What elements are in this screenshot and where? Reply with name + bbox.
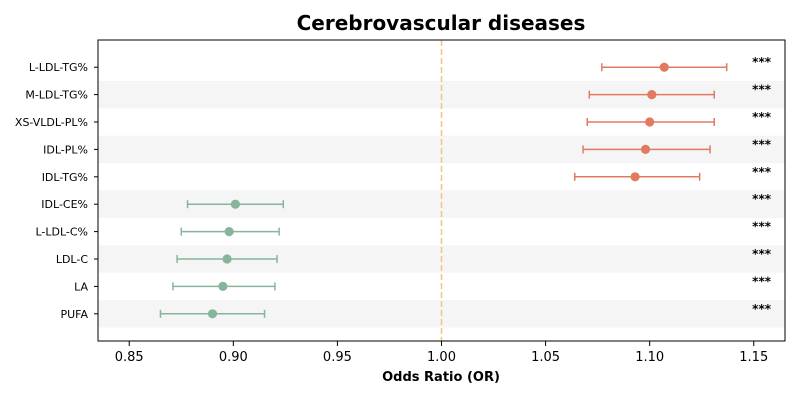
y-tick-label: XS-VLDL-PL% bbox=[15, 116, 88, 129]
x-tick-label: 1.15 bbox=[739, 350, 768, 365]
x-ticks: 0.85 0.90 0.95 1.00 1.05 1.10 1.15 bbox=[115, 341, 768, 365]
or-point bbox=[630, 172, 640, 182]
or-point bbox=[218, 281, 228, 291]
y-tick-label: L-LDL-C% bbox=[35, 226, 88, 239]
significance-label: *** bbox=[752, 220, 772, 234]
significance-label: *** bbox=[752, 83, 772, 97]
or-point bbox=[224, 227, 234, 237]
significance-label: *** bbox=[752, 137, 772, 151]
y-tick-label: IDL-PL% bbox=[43, 143, 88, 156]
y-tick-label: PUFA bbox=[60, 308, 88, 321]
or-point bbox=[207, 309, 218, 319]
x-axis-label: Odds Ratio (OR) bbox=[382, 370, 500, 385]
x-tick-label: 1.00 bbox=[427, 350, 456, 365]
data-marks bbox=[159, 62, 728, 319]
or-point bbox=[647, 90, 657, 100]
significance-label: *** bbox=[752, 165, 772, 179]
x-tick-label: 0.90 bbox=[219, 350, 248, 365]
chart-title: Cerebrovascular diseases bbox=[297, 11, 586, 35]
y-tick-label: L-LDL-TG% bbox=[29, 61, 88, 74]
significance-label: *** bbox=[752, 302, 772, 316]
or-point bbox=[230, 199, 240, 209]
y-tick-label: M-LDL-TG% bbox=[25, 89, 88, 102]
x-tick-label: 1.10 bbox=[635, 350, 664, 365]
significance-label: *** bbox=[752, 55, 772, 69]
significance-label: *** bbox=[752, 192, 772, 206]
or-point bbox=[222, 254, 232, 264]
or-point bbox=[640, 144, 651, 154]
y-tick-label: LDL-C bbox=[56, 253, 89, 266]
or-point bbox=[659, 62, 669, 72]
significance-label: *** bbox=[752, 247, 772, 261]
significance-label: *** bbox=[752, 110, 772, 124]
y-tick-labels: L-LDL-TG% M-LDL-TG% XS-VLDL-PL% IDL-PL% IDL-… bbox=[15, 61, 98, 321]
y-tick-label: IDL-CE% bbox=[41, 198, 88, 211]
x-tick-label: 0.95 bbox=[323, 350, 352, 365]
x-tick-label: 0.85 bbox=[115, 350, 144, 365]
significance-labels: *** *** *** *** *** *** *** *** *** *** bbox=[752, 55, 772, 316]
or-point bbox=[645, 117, 655, 127]
y-tick-label: IDL-TG% bbox=[42, 171, 88, 184]
y-tick-label: LA bbox=[74, 280, 88, 293]
x-tick-label: 1.05 bbox=[531, 350, 560, 365]
significance-label: *** bbox=[752, 274, 772, 288]
